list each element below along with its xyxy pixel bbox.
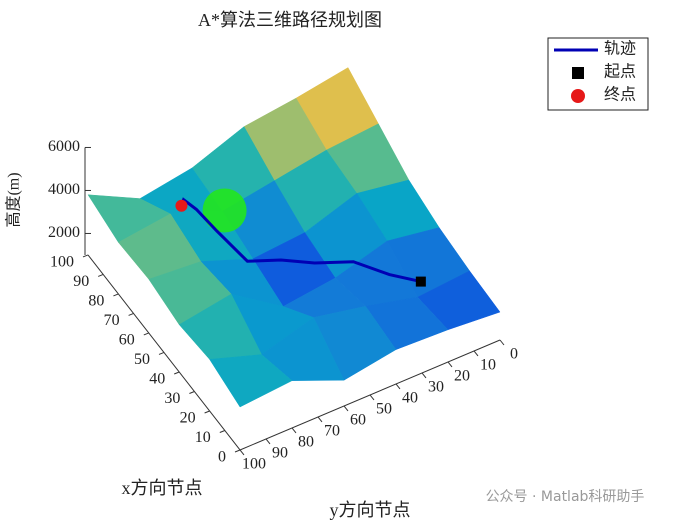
y-tick	[265, 438, 271, 445]
legend-label: 起点	[604, 63, 636, 81]
z-tick-label: 4000	[48, 181, 80, 198]
x-tick-label: 40	[149, 371, 165, 388]
x-tick	[234, 449, 241, 453]
watermark: 公众号 · Matlab科研助手	[486, 489, 645, 505]
end-marker	[175, 199, 188, 212]
y-tick-label: 60	[350, 412, 366, 429]
legend-label: 终点	[604, 86, 636, 104]
x-tick	[82, 254, 89, 258]
y-axis-label: y方向节点	[330, 500, 411, 520]
path-line	[180, 197, 422, 284]
x-tick	[98, 274, 104, 277]
chart-title: A*算法三维路径规划图	[198, 10, 382, 30]
z-tick-label: 6000	[48, 138, 80, 155]
x-tick	[204, 410, 210, 414]
y-tick	[473, 350, 479, 357]
y-tick	[343, 405, 349, 412]
x-tick-label: 30	[164, 390, 180, 407]
x-tick	[189, 391, 195, 394]
x-tick	[143, 332, 149, 336]
surface-patch	[209, 354, 293, 408]
y-tick	[447, 361, 453, 368]
obstacle	[202, 188, 247, 233]
y-tick-label: 70	[324, 423, 340, 440]
z-tick-label: 2000	[48, 224, 80, 241]
x-tick-label: 100	[50, 254, 74, 271]
y-tick-label: 40	[402, 390, 418, 407]
z-axis-label: 高度(m)	[5, 172, 23, 227]
y-tick	[395, 383, 401, 390]
y-tick	[291, 427, 297, 434]
y-tick	[421, 372, 427, 379]
y-tick	[499, 339, 505, 346]
y-tick	[239, 449, 245, 456]
legend-square	[572, 67, 584, 79]
y-tick	[369, 394, 375, 401]
y-tick	[317, 416, 323, 423]
y-tick-label: 90	[272, 445, 288, 462]
x-tick	[174, 371, 180, 375]
x-tick	[219, 430, 225, 433]
x-tick-label: 80	[88, 293, 104, 310]
y-tick-label: 80	[298, 434, 314, 451]
x-axis-label: x方向节点	[122, 478, 203, 498]
y-tick-label: 0	[510, 346, 518, 363]
y-tick-label: 30	[428, 379, 444, 396]
y-tick-label: 100	[242, 456, 266, 473]
x-tick	[113, 293, 119, 297]
x-tick-label: 0	[218, 449, 226, 466]
x-tick-label: 50	[134, 351, 150, 368]
x-tick-label: 10	[195, 429, 211, 446]
x-tick-label: 60	[119, 332, 135, 349]
x-tick	[128, 313, 134, 316]
legend-dot	[571, 89, 585, 103]
x-tick-label: 90	[73, 273, 89, 290]
start-marker	[415, 276, 426, 287]
y-tick-label: 10	[480, 357, 496, 374]
y-tick-label: 20	[454, 368, 470, 385]
x-tick	[158, 352, 165, 355]
x-tick-label: 70	[104, 312, 120, 329]
x-tick-label: 20	[180, 410, 196, 427]
legend-label: 轨迹	[604, 40, 636, 58]
y-tick-label: 50	[376, 401, 392, 418]
